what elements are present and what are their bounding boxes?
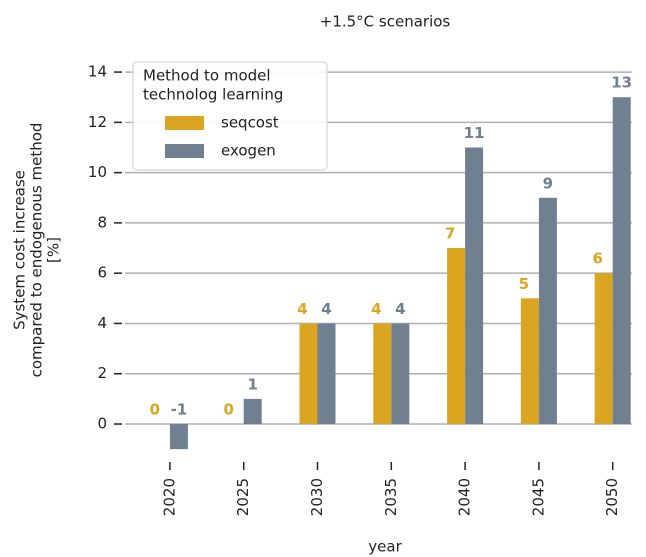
y-tick-label: 2 (97, 364, 107, 382)
value-label: 0 (223, 401, 233, 419)
value-label: 4 (395, 300, 405, 318)
chart-title: +1.5°C scenarios (320, 13, 451, 31)
x-tick-label: 2020 (160, 478, 178, 516)
value-label: 4 (297, 300, 307, 318)
value-label: 11 (464, 124, 485, 142)
y-axis-label: compared to endogenous method (28, 123, 46, 378)
legend-swatch (165, 144, 204, 158)
value-label: 7 (445, 225, 455, 243)
x-tick-label: 2030 (308, 478, 326, 516)
y-tick-label: 0 (97, 415, 107, 433)
legend-label: seqcost (221, 114, 279, 132)
bar (317, 323, 336, 425)
value-label: 4 (371, 300, 381, 318)
value-label: 13 (611, 74, 632, 92)
bar (447, 248, 466, 425)
bar (594, 273, 613, 425)
bar (373, 323, 392, 425)
y-tick-label: 8 (97, 213, 107, 231)
x-tick-label: 2040 (456, 478, 474, 516)
y-tick-label: 14 (88, 63, 107, 81)
bar (612, 97, 631, 425)
bar (520, 298, 539, 425)
y-tick-label: 4 (97, 314, 107, 332)
x-tick-label: 2045 (529, 478, 547, 516)
y-tick-label: 6 (97, 264, 107, 282)
legend-title: Method to model (143, 67, 271, 85)
bar (465, 147, 484, 425)
legend-frame (132, 61, 328, 171)
y-axis-label: [%] (45, 237, 63, 263)
y-tick-label: 12 (88, 113, 107, 131)
legend-title: technolog learning (143, 86, 283, 104)
legend-swatch (165, 116, 204, 130)
value-label: 1 (247, 375, 257, 393)
bar (169, 424, 188, 450)
y-tick-label: 10 (88, 163, 107, 181)
x-tick-label: 2035 (382, 478, 400, 516)
bar (538, 197, 557, 425)
value-label: 0 (150, 401, 160, 419)
x-tick-label: 2050 (603, 478, 621, 516)
bar (243, 398, 262, 425)
value-label: 6 (592, 250, 602, 268)
bar (299, 323, 318, 425)
value-label: 9 (543, 174, 553, 192)
y-axis-label: System cost increase (11, 170, 29, 330)
x-tick-label: 2025 (234, 478, 252, 516)
legend-label: exogen (221, 142, 276, 160)
x-axis-label: year (368, 538, 402, 556)
value-label: 5 (519, 275, 529, 293)
value-label: -1 (171, 401, 188, 419)
bar (391, 323, 410, 425)
value-label: 4 (321, 300, 331, 318)
